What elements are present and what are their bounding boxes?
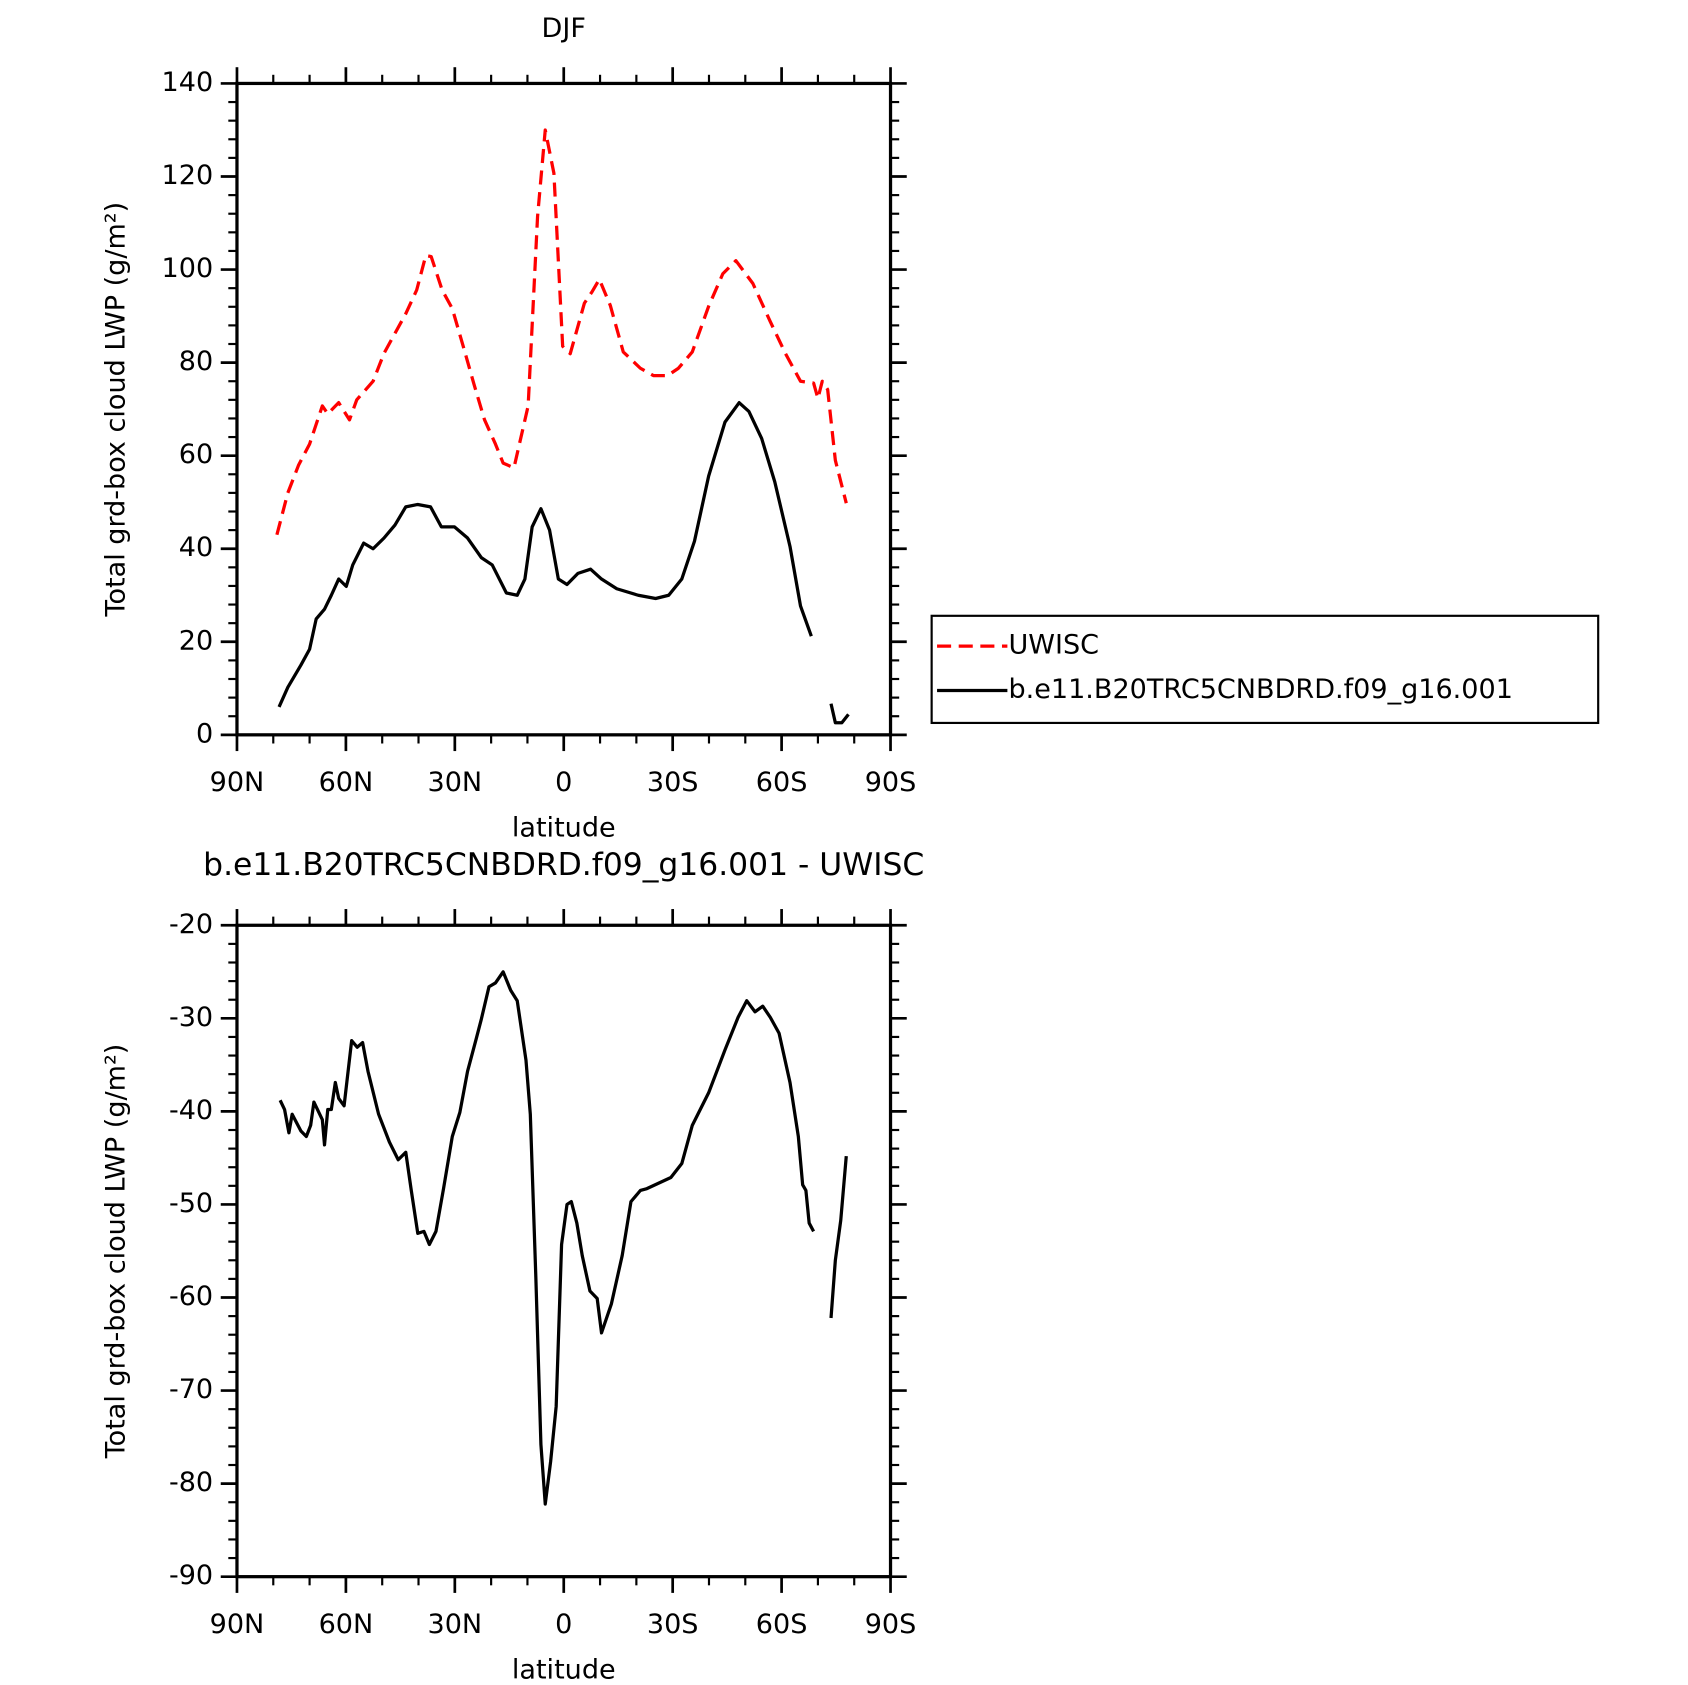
x-tick-label: 60S — [756, 767, 808, 798]
x-tick-label: 90S — [865, 1609, 917, 1640]
x-tick-label: 0 — [555, 767, 572, 798]
legend-label: UWISC — [1008, 630, 1099, 661]
y-tick-label: 140 — [162, 67, 214, 98]
data-line — [275, 128, 848, 536]
y-tick-label: 120 — [162, 160, 214, 191]
y-tick-label: -60 — [169, 1281, 213, 1312]
x-tick-label: 60N — [319, 767, 374, 798]
x-tick-label: 30S — [647, 1609, 699, 1640]
y-tick-label: -30 — [169, 1002, 213, 1033]
x-axis-label: latitude — [512, 1654, 616, 1685]
x-tick-label: 30S — [647, 767, 699, 798]
plot-frame — [235, 81, 893, 737]
y-axis-label: Total grd-box cloud LWP (g/m²) — [100, 202, 131, 618]
x-tick-label: 30N — [427, 767, 482, 798]
y-tick-label: -70 — [169, 1374, 213, 1405]
x-axis-label: latitude — [512, 812, 616, 843]
y-axis-label: Total grd-box cloud LWP (g/m²) — [100, 1044, 131, 1460]
chart-title: DJF — [542, 13, 586, 44]
chart-title: b.e11.B20TRC5CNBDRD.f09_g16.001 - UWISC — [203, 847, 924, 883]
x-tick-label: 30N — [427, 1609, 482, 1640]
y-tick-label: 60 — [179, 439, 213, 470]
data-line — [278, 970, 848, 1506]
x-tick-label: 90S — [865, 767, 917, 798]
y-tick-label: 0 — [196, 718, 213, 749]
x-tick-label: 0 — [555, 1609, 572, 1640]
x-tick-label: 60N — [319, 1609, 374, 1640]
data-line — [277, 401, 850, 725]
x-tick-label: 60S — [756, 1609, 808, 1640]
legend-box — [930, 614, 1600, 725]
y-tick-label: 100 — [162, 253, 214, 284]
x-tick-label: 90N — [210, 1609, 265, 1640]
y-tick-label: -80 — [169, 1467, 213, 1498]
y-tick-label: -20 — [169, 909, 213, 940]
y-tick-label: 80 — [179, 346, 213, 377]
legend-label: b.e11.B20TRC5CNBDRD.f09_g16.001 — [1008, 674, 1512, 705]
x-tick-label: 90N — [210, 767, 265, 798]
y-tick-label: -90 — [169, 1560, 213, 1591]
y-tick-label: 20 — [179, 625, 213, 656]
plot-frame — [235, 923, 893, 1579]
y-tick-label: -50 — [169, 1188, 213, 1219]
y-tick-label: 40 — [179, 532, 213, 563]
y-tick-label: -40 — [169, 1095, 213, 1126]
